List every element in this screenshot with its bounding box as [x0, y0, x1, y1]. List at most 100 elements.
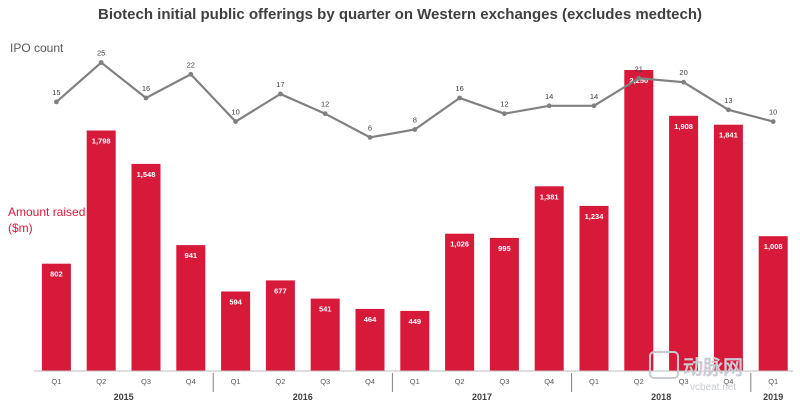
x-tick-label-1: Q2	[96, 377, 106, 386]
ipo-point-5	[278, 91, 283, 97]
watermark: 动脉网 vcbeat.net	[649, 351, 743, 393]
legend-amount-raised: Amount raised	[8, 205, 85, 219]
ipo-point-8	[412, 127, 418, 132]
ipo-value-label-5: 17	[276, 80, 284, 89]
ipo-point-10	[502, 111, 507, 117]
ipo-point-16	[770, 119, 776, 124]
bar-12	[579, 205, 609, 371]
ipo-value-label-13: 21	[635, 64, 643, 73]
ipo-point-9	[457, 95, 462, 101]
legend-ipo-count: IPO count	[10, 41, 64, 55]
bar-6	[310, 298, 340, 371]
bar-11	[534, 186, 564, 371]
bar-value-label-6: 541	[319, 305, 332, 314]
year-label-2016: 2016	[293, 392, 313, 402]
bar-value-label-8: 449	[409, 317, 422, 326]
x-tick-label-4: Q1	[231, 377, 241, 386]
x-tick-label-2: Q3	[141, 377, 151, 386]
year-label-2015: 2015	[114, 392, 134, 402]
x-axis-labels: Q1 Q2 Q3 Q4 Q1 Q2 Q3 Q4 Q1 Q2 Q3 Q4 Q1 Q2 Q3 Q4 Q1 2015 20…	[51, 373, 783, 402]
bar-16	[758, 236, 788, 371]
bar-value-label-15: 1,841	[719, 131, 738, 140]
bar-value-label-7: 464	[364, 315, 377, 324]
bar-1	[86, 130, 116, 371]
bar-4	[221, 291, 251, 371]
ipo-value-label-15: 13	[724, 96, 732, 105]
bar-13	[624, 70, 654, 371]
ipo-value-label-8: 8	[413, 116, 417, 125]
x-tick-label-6: Q3	[320, 377, 330, 386]
ipo-point-15	[726, 107, 731, 113]
chart-title: Biotech initial public offerings by quar…	[98, 6, 702, 23]
x-tick-label-11: Q4	[544, 377, 554, 386]
bar-value-label-10: 995	[498, 244, 511, 253]
ipo-line-series: 15 25 16 22 10 17 12 6 8 16 12 14 14 21 20 13 10	[52, 49, 777, 140]
ipo-point-0	[54, 99, 59, 105]
x-tick-label-14: Q3	[679, 377, 689, 386]
bar-value-label-2: 1,548	[137, 170, 156, 179]
ipo-value-label-12: 14	[590, 92, 598, 101]
watermark-subtext: vcbeat.net	[690, 382, 736, 393]
bar-8	[400, 310, 430, 371]
bar-value-label-11: 1,381	[540, 192, 559, 201]
ipo-point-3	[188, 71, 194, 77]
ipo-value-label-1: 25	[97, 49, 105, 58]
ipo-value-label-3: 22	[187, 60, 195, 69]
ipo-point-14	[681, 79, 686, 85]
legend-amount-unit: ($m)	[8, 221, 33, 235]
bar-value-label-16: 1,008	[764, 242, 783, 251]
ipo-count-line	[55, 61, 774, 139]
ipo-value-label-9: 16	[455, 84, 463, 93]
bar-value-label-0: 802	[50, 270, 63, 279]
bar-7	[355, 308, 385, 371]
ipo-point-7	[367, 135, 373, 140]
x-tick-label-7: Q4	[365, 377, 375, 386]
ipo-value-label-11: 14	[545, 92, 553, 101]
x-tick-label-3: Q4	[186, 377, 196, 386]
ipo-point-6	[322, 111, 328, 117]
ipo-value-label-16: 10	[769, 108, 777, 117]
ipo-point-4	[233, 119, 239, 124]
bar-value-label-14: 1,908	[674, 122, 693, 131]
bar-value-label-12: 1,234	[585, 212, 605, 221]
year-label-2017: 2017	[472, 392, 492, 402]
x-tick-label-5: Q2	[275, 377, 285, 386]
bar-value-label-9: 1,026	[450, 240, 469, 249]
x-tick-label-13: Q2	[634, 377, 644, 386]
ipo-value-label-10: 12	[500, 100, 508, 109]
ipo-point-12	[591, 103, 597, 109]
bar-value-label-5: 677	[274, 286, 287, 295]
watermark-logo-icon	[649, 351, 679, 379]
bar-3	[176, 245, 206, 371]
x-tick-label-15: Q4	[723, 377, 733, 386]
ipo-point-13	[636, 75, 642, 81]
x-tick-label-8: Q1	[410, 377, 420, 386]
x-tick-label-9: Q2	[455, 377, 465, 386]
year-label-2019: 2019	[763, 392, 783, 402]
x-tick-label-16: Q1	[768, 377, 778, 386]
bar-series: 802 1,798 1,548 941 594 677 541 464 449 1,026 995 1…	[41, 70, 788, 371]
bar-value-label-4: 594	[229, 298, 242, 307]
bar-value-label-3: 941	[185, 251, 198, 260]
bar-15	[713, 124, 743, 371]
ipo-value-label-14: 20	[679, 68, 687, 77]
bar-14	[669, 115, 699, 371]
ipo-point-2	[143, 95, 149, 101]
bar-9	[445, 233, 475, 371]
ipo-value-label-2: 16	[142, 84, 150, 93]
ipo-value-label-4: 10	[231, 108, 239, 117]
bar-5	[265, 280, 295, 371]
x-tick-label-10: Q3	[499, 377, 509, 386]
bar-10	[489, 237, 519, 371]
x-tick-label-0: Q1	[51, 377, 61, 386]
bar-value-label-1: 1,798	[92, 137, 111, 146]
ipo-point-11	[546, 103, 552, 109]
ipo-point-1	[98, 60, 104, 65]
watermark-text: 动脉网	[683, 355, 743, 379]
x-tick-label-12: Q1	[589, 377, 599, 386]
year-label-2018: 2018	[651, 392, 671, 402]
ipo-value-label-7: 6	[368, 123, 372, 132]
ipo-value-label-6: 12	[321, 100, 329, 109]
bar-2	[131, 163, 161, 371]
